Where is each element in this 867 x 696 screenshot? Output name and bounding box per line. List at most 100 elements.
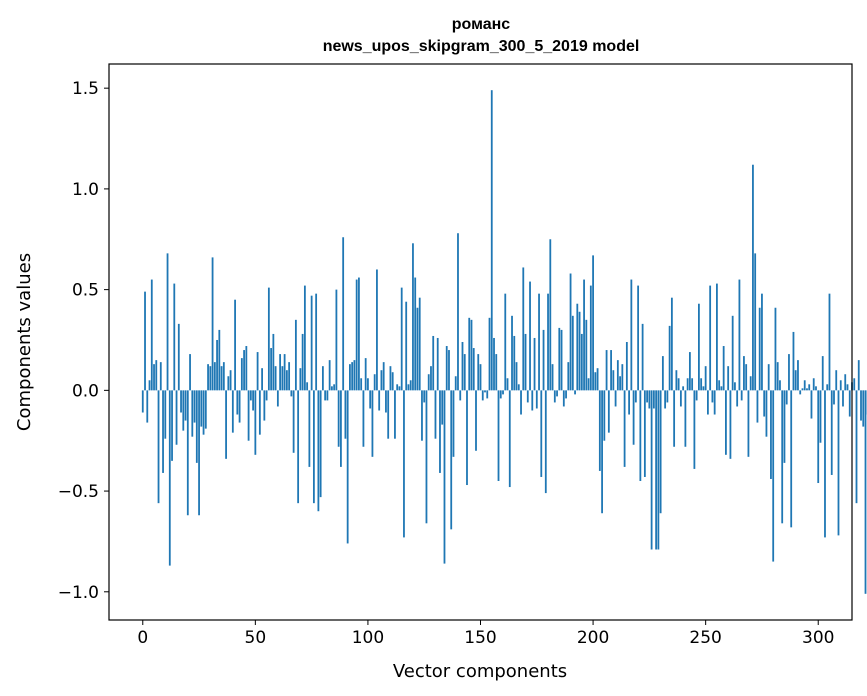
bar (547, 293, 549, 391)
bar (652, 390, 655, 409)
bar (380, 370, 383, 391)
bar (261, 368, 263, 391)
bar (601, 390, 603, 514)
plot-frame (108, 63, 853, 621)
bar (430, 366, 432, 391)
bar (252, 390, 254, 411)
bar (340, 390, 342, 467)
bar (434, 390, 437, 439)
bar (612, 370, 615, 391)
bar (364, 358, 367, 391)
bar (704, 366, 707, 391)
bar (272, 333, 275, 391)
bar (303, 285, 306, 391)
bar (828, 293, 831, 391)
bar (709, 285, 712, 391)
y-tick-label: −1.0 (58, 583, 99, 603)
bar (283, 354, 286, 391)
bar (186, 390, 189, 516)
bar (830, 390, 833, 475)
bar (146, 390, 149, 423)
bar (310, 295, 313, 391)
bar (835, 370, 838, 391)
bar (346, 390, 349, 544)
bar (641, 323, 644, 391)
bar (524, 333, 527, 391)
bar (821, 356, 824, 391)
bar (650, 390, 653, 550)
bar (362, 390, 365, 447)
bar (238, 390, 241, 423)
bar (655, 390, 658, 550)
bar (159, 362, 162, 391)
bar (619, 376, 621, 391)
bar (234, 299, 236, 391)
bar (263, 390, 266, 421)
bar (772, 390, 775, 562)
bar (326, 390, 329, 401)
bar (797, 360, 799, 391)
bar (592, 255, 594, 391)
bar (448, 350, 450, 391)
bar (630, 279, 633, 391)
bar (423, 390, 426, 403)
bar (331, 386, 333, 391)
bar (679, 390, 682, 407)
bar (441, 390, 444, 425)
bar (166, 253, 169, 391)
y-tick-label: −0.5 (58, 482, 99, 502)
bar (860, 390, 862, 421)
bar (607, 390, 610, 433)
bar (718, 380, 721, 391)
bar (312, 390, 315, 504)
bar (567, 362, 570, 391)
bar (625, 342, 628, 391)
bar (466, 390, 468, 486)
bar (155, 360, 158, 391)
bar (700, 378, 703, 391)
bar (213, 362, 216, 391)
bar (247, 390, 250, 441)
bar (542, 329, 545, 391)
bar (333, 384, 336, 391)
bar (367, 378, 369, 391)
bar (162, 390, 164, 473)
bar (603, 390, 606, 441)
bar (317, 390, 320, 512)
bar (740, 390, 743, 401)
bar (274, 366, 277, 391)
bar (711, 390, 714, 403)
bar (725, 390, 727, 455)
bar (749, 376, 752, 391)
bar (722, 346, 725, 391)
bar (686, 378, 689, 391)
bar (824, 390, 826, 538)
x-tick-label: 150 (464, 628, 496, 648)
bar (371, 390, 374, 457)
bar (436, 337, 439, 391)
bar (580, 333, 583, 391)
bar (193, 390, 196, 423)
bar (337, 390, 340, 447)
bar (583, 279, 585, 391)
bar (727, 366, 730, 391)
bar (826, 384, 829, 391)
bar (659, 390, 662, 514)
bar (461, 342, 464, 391)
bar (540, 390, 543, 477)
bar (517, 384, 520, 391)
bar (173, 283, 176, 391)
bar (382, 362, 385, 391)
bar (862, 390, 865, 427)
bar (222, 362, 225, 391)
bar (182, 390, 185, 431)
bar (643, 390, 646, 477)
bar (614, 390, 617, 407)
bar (817, 390, 820, 484)
bar (457, 233, 459, 391)
bar (632, 390, 635, 445)
bar (321, 366, 324, 391)
bar (589, 285, 592, 391)
bar (646, 390, 649, 403)
bar (342, 237, 345, 391)
